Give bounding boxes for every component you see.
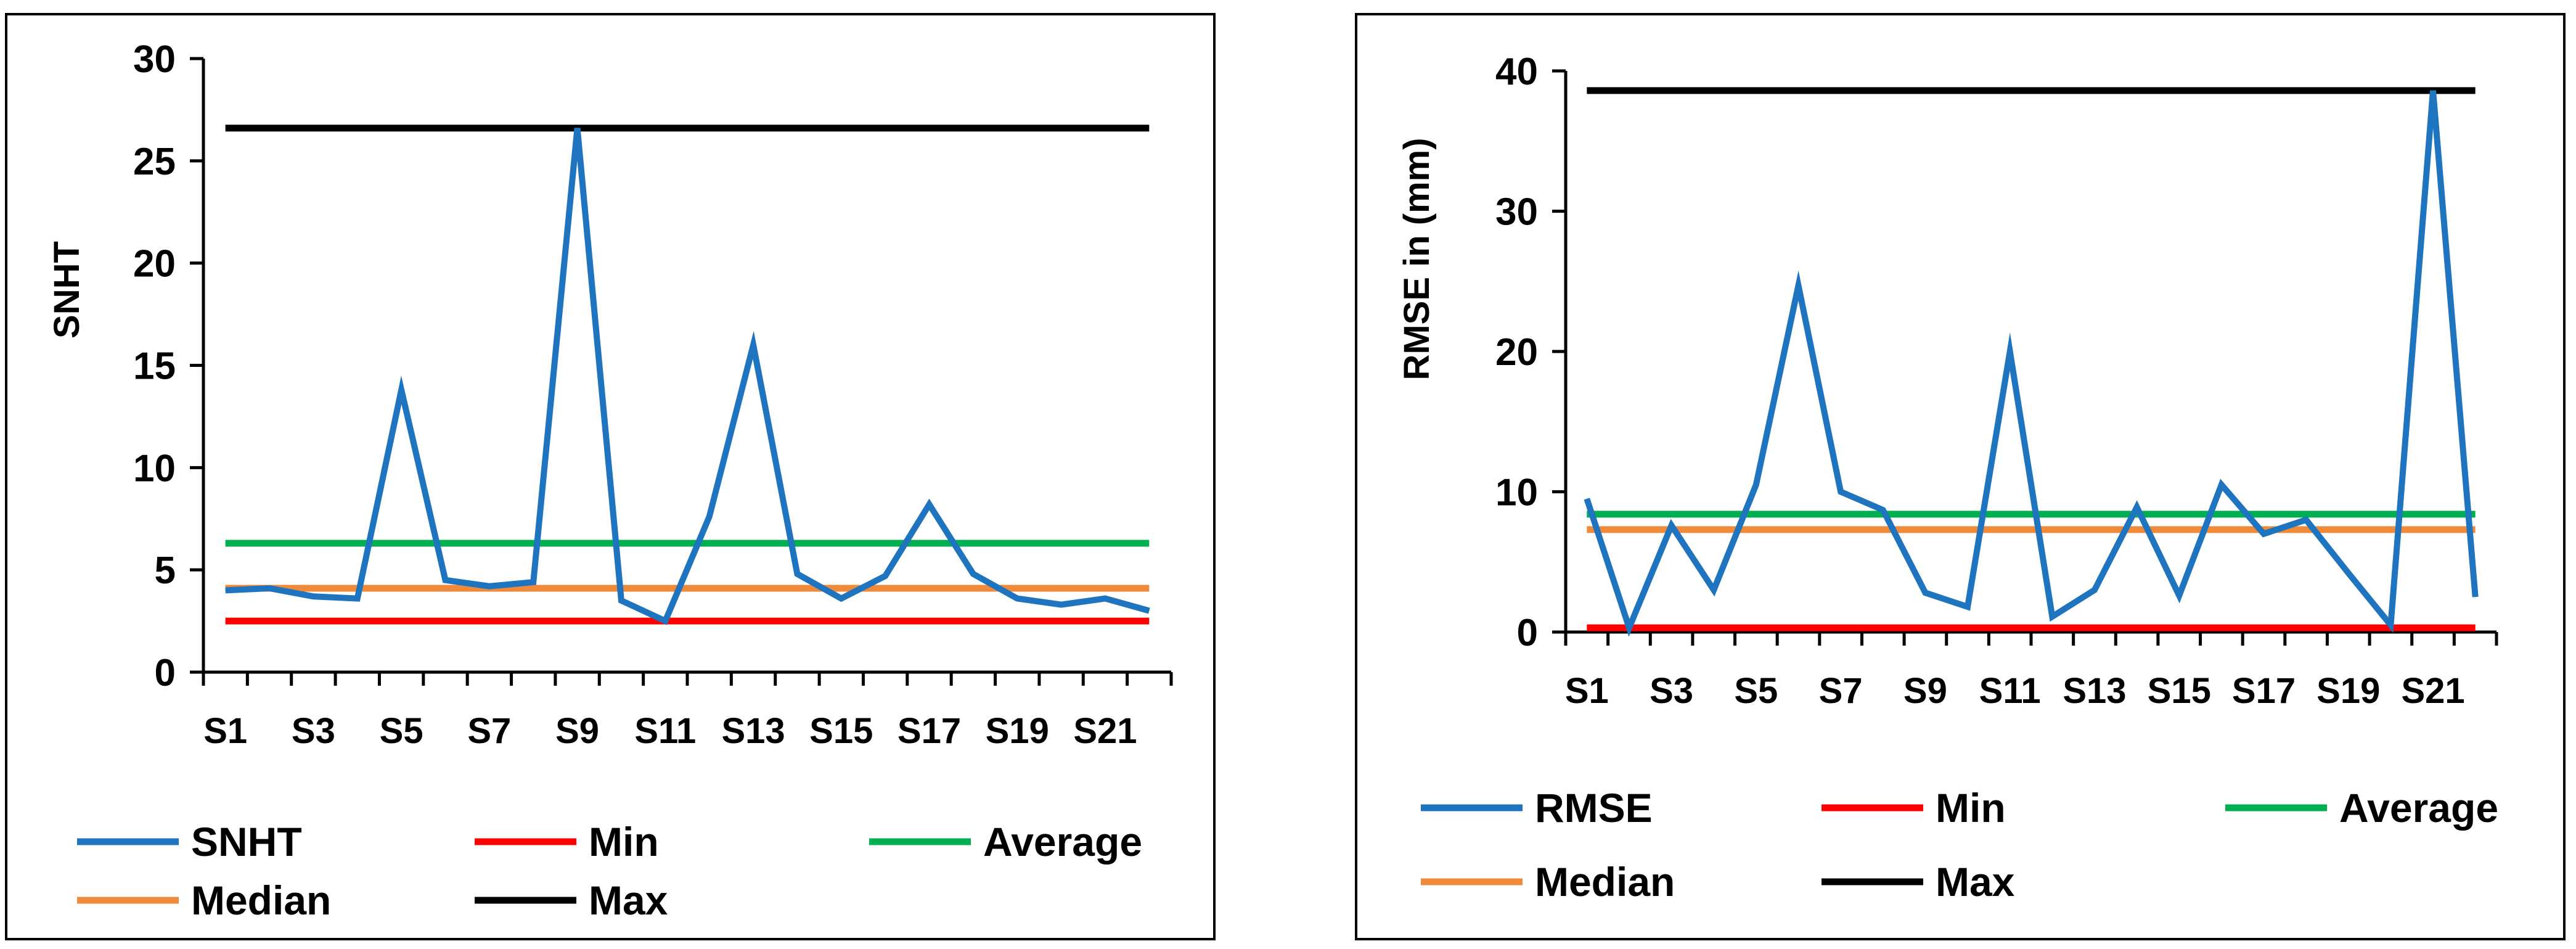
left-snht-point-s2 [269, 588, 270, 589]
right-rmse-point-s21 [2432, 90, 2434, 91]
right-rmse-point-s15 [2178, 595, 2180, 596]
right-legend-label-min: Min [1936, 785, 2006, 831]
left-legend-label-snht: SNHT [191, 819, 302, 865]
left-chart-y-axis-title: SNHT [47, 241, 87, 339]
left-snht-point-s11 [664, 620, 666, 622]
right-rmse-point-s12 [2051, 616, 2053, 617]
right-y-tick-label: 30 [1495, 191, 1538, 234]
left-x-tick-label-s3: S3 [292, 711, 335, 751]
right-x-tick-label-s5: S5 [1734, 671, 1778, 711]
left-y-tick-label: 30 [133, 38, 176, 81]
right-y-tick-label: 20 [1495, 331, 1538, 374]
left-legend-label-average: Average [983, 819, 1142, 865]
right-rmse-point-s22 [2475, 596, 2476, 598]
left-chart-series-lines [225, 125, 1150, 625]
right-x-tick-label-s17: S17 [2232, 671, 2296, 711]
right-x-tick-label-s13: S13 [2063, 671, 2126, 711]
left-chart-y-ticks: 0 5 10 15 20 25 30 [133, 38, 203, 694]
right-x-tick-label-s9: S9 [1903, 671, 1947, 711]
left-chart-x-ticks: S1 S3 S5 S7 S9 S11 S13 S15 S17 S19 S21 [202, 672, 1173, 751]
left-legend-label-min: Min [589, 819, 659, 865]
left-x-tick-label-s21: S21 [1073, 711, 1137, 751]
left-snht-point-s19 [1016, 598, 1018, 599]
left-snht-point-s16 [885, 575, 886, 577]
right-x-tick-label-s11: S11 [1979, 671, 2041, 711]
left-x-tick-label-s19: S19 [986, 711, 1049, 751]
left-x-tick-label-s15: S15 [809, 711, 873, 751]
right-chart-legend: RMSE Min Average Median Max [1421, 785, 2498, 905]
right-x-tick-label-s1: S1 [1565, 671, 1609, 711]
left-y-tick-label: 25 [133, 141, 176, 183]
right-legend-label-median: Median [1535, 859, 1675, 905]
left-chart-legend: SNHT Min Average Median Max [77, 819, 1142, 923]
right-x-tick-label-s15: S15 [2148, 671, 2211, 711]
left-y-tick-label: 15 [133, 345, 176, 388]
left-y-tick-label: 5 [155, 549, 176, 592]
left-legend-label-max: Max [589, 877, 668, 923]
right-legend-label-max: Max [1936, 859, 2015, 905]
left-snht-point-s17 [929, 504, 930, 505]
right-legend-label-average: Average [2339, 785, 2498, 831]
left-y-tick-label: 0 [155, 652, 176, 694]
left-snht-point-s4 [357, 598, 358, 599]
right-rmse-series-line [1584, 90, 2479, 637]
left-x-tick-label-s13: S13 [721, 711, 785, 751]
right-chart-x-ticks: S1 S3 S5 S7 S9 S11 S13 S15 S17 S19 S21 [1564, 632, 2498, 711]
right-chart-y-ticks: 0 10 20 30 40 [1495, 51, 1566, 654]
left-x-tick-label-s11: S11 [634, 711, 696, 751]
left-y-tick-label: 20 [133, 243, 176, 286]
left-snht-point-s8 [533, 581, 534, 583]
right-x-tick-label-s7: S7 [1819, 671, 1863, 711]
right-x-tick-label-s21: S21 [2401, 671, 2464, 711]
left-x-tick-label-s9: S9 [555, 711, 599, 751]
left-legend-label-median: Median [191, 877, 331, 923]
left-x-tick-label-s5: S5 [380, 711, 423, 751]
left-snht-point-s14 [796, 573, 798, 575]
right-legend-label-rmse: RMSE [1535, 785, 1653, 831]
right-chart-y-axis-title: RMSE in (mm) [1397, 138, 1437, 380]
right-chart-frame [1355, 13, 2566, 940]
left-y-tick-label: 10 [133, 447, 176, 490]
left-x-tick-label-s1: S1 [203, 711, 247, 751]
left-snht-point-s3 [313, 596, 314, 597]
right-rmse-point-s3 [1671, 525, 1672, 526]
right-y-tick-label: 0 [1517, 612, 1538, 654]
right-x-tick-label-s3: S3 [1650, 671, 1693, 711]
right-y-tick-label: 10 [1495, 472, 1538, 514]
right-x-tick-label-s19: S19 [2316, 671, 2380, 711]
left-snht-point-s22 [1148, 610, 1150, 611]
left-snht-point-s1 [225, 590, 226, 591]
right-chart-series-lines [1584, 87, 2479, 637]
right-rmse-point-s17 [2263, 533, 2264, 535]
right-y-tick-label: 40 [1495, 51, 1538, 93]
left-snht-series-line [225, 128, 1150, 625]
left-x-tick-label-s17: S17 [898, 711, 961, 751]
left-x-tick-label-s7: S7 [467, 711, 511, 751]
